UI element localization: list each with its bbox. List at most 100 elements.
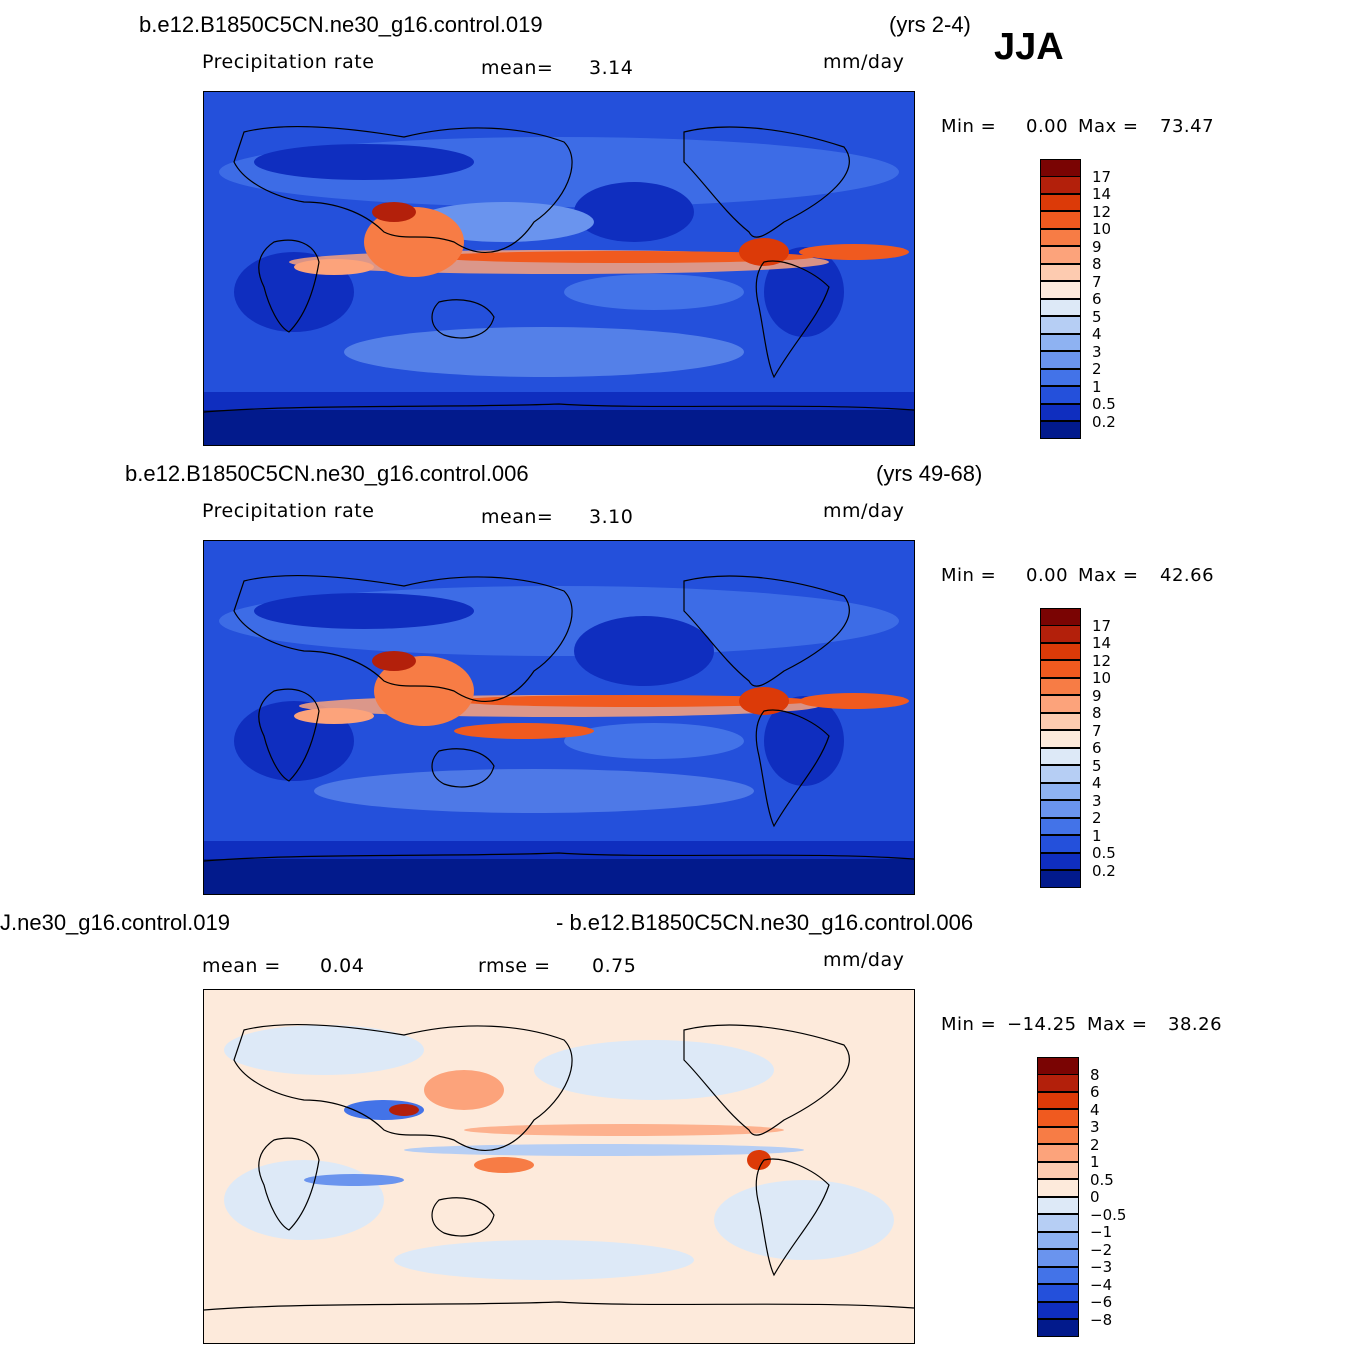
colorbar-box <box>1037 1179 1079 1197</box>
colorbar-label: 2 <box>1090 1135 1100 1154</box>
colorbar-box <box>1040 228 1081 246</box>
panel1-max-label: Max = <box>1078 116 1139 137</box>
colorbar-box <box>1037 1284 1079 1302</box>
colorbar-label: 9 <box>1092 237 1102 256</box>
panel1-min-label: Min = <box>941 116 997 137</box>
colorbar-label: 3 <box>1090 1118 1100 1136</box>
panel1-case-title: b.e12.B1850C5CN.ne30_g16.control.019 <box>139 12 543 37</box>
colorbar-label: 5 <box>1092 756 1102 775</box>
colorbar-label: 14 <box>1092 185 1112 203</box>
panel3-max-value: 38.26 <box>1168 1014 1223 1035</box>
colorbar-label: 6 <box>1092 739 1102 757</box>
panel3-rmse-label: rmse = <box>478 955 551 977</box>
colorbar-box <box>1040 625 1081 643</box>
panel3-map <box>203 989 915 1344</box>
colorbar-box <box>1040 176 1081 194</box>
colorbar-label: 9 <box>1092 686 1102 705</box>
colorbar-label: 2 <box>1092 809 1102 827</box>
colorbar-box <box>1040 800 1081 818</box>
colorbar-label: 0.2 <box>1092 412 1116 431</box>
colorbar-box <box>1037 1319 1079 1337</box>
colorbar-label: −4 <box>1090 1275 1113 1294</box>
colorbar-box <box>1037 1057 1079 1075</box>
colorbar-label: 8 <box>1090 1065 1100 1084</box>
panel1-units: mm/day <box>823 51 905 73</box>
colorbar-label: 17 <box>1092 616 1112 635</box>
panel1-colorbar <box>1040 159 1081 439</box>
panel3-case-left: J.ne30_g16.control.019 <box>0 910 230 935</box>
colorbar-box <box>1040 333 1081 351</box>
colorbar-label: −8 <box>1090 1310 1113 1329</box>
colorbar-label: 12 <box>1092 202 1112 221</box>
colorbar-label: 8 <box>1092 255 1102 273</box>
panel1-min-value: 0.00 <box>1026 116 1069 137</box>
colorbar-box <box>1040 421 1081 439</box>
panel2-case-title: b.e12.B1850C5CN.ne30_g16.control.006 <box>125 461 529 486</box>
colorbar-label: −1 <box>1090 1223 1113 1241</box>
panel2-max-label: Max = <box>1078 565 1139 586</box>
colorbar-label: 8 <box>1092 704 1102 722</box>
colorbar-label: 0 <box>1090 1188 1100 1206</box>
colorbar-box <box>1037 1249 1079 1267</box>
colorbar-label: 1 <box>1092 826 1102 845</box>
colorbar-box <box>1040 386 1081 404</box>
panel1-variable: Precipitation rate <box>202 51 375 73</box>
panel3-max-label: Max = <box>1087 1014 1148 1035</box>
panel3-min-label: Min = <box>941 1014 997 1035</box>
panel2-map <box>203 540 915 895</box>
panel2-mean-value: 3.10 <box>589 506 634 528</box>
colorbar-box <box>1040 747 1081 765</box>
panel2-years: (yrs 49-68) <box>876 461 983 486</box>
season-label: JJA <box>994 26 1064 68</box>
colorbar-box <box>1037 1074 1079 1092</box>
colorbar-box <box>1040 765 1081 783</box>
colorbar-label: 10 <box>1092 669 1112 687</box>
panel3-mean-value: 0.04 <box>320 955 365 977</box>
panel2-colorbar <box>1040 608 1081 888</box>
colorbar-box <box>1040 712 1081 730</box>
colorbar-box <box>1040 368 1081 386</box>
panel3-min-value: −14.25 <box>1007 1014 1077 1035</box>
colorbar-label: 7 <box>1092 272 1102 291</box>
panel1-max-value: 73.47 <box>1160 116 1215 137</box>
colorbar-label: 1 <box>1090 1153 1100 1171</box>
colorbar-box <box>1040 817 1081 835</box>
panel1-map <box>203 91 915 446</box>
colorbar-box <box>1040 298 1081 316</box>
colorbar-label: 4 <box>1092 774 1102 792</box>
colorbar-label: 0.5 <box>1092 395 1116 413</box>
colorbar-label: 3 <box>1092 342 1102 361</box>
colorbar-box <box>1040 159 1081 177</box>
colorbar-label: 14 <box>1092 634 1112 652</box>
colorbar-label: 1 <box>1092 377 1102 396</box>
colorbar-label: 7 <box>1092 721 1102 740</box>
colorbar-label: 0.5 <box>1090 1170 1114 1189</box>
panel1-years: (yrs 2-4) <box>889 12 971 37</box>
colorbar-label: 0.2 <box>1092 861 1116 880</box>
colorbar-box <box>1037 1196 1079 1214</box>
colorbar-box <box>1040 608 1081 626</box>
colorbar-box <box>1040 870 1081 888</box>
colorbar-box <box>1040 730 1081 748</box>
colorbar-label: 10 <box>1092 220 1112 238</box>
colorbar-box <box>1040 782 1081 800</box>
panel3-map-svg <box>204 990 914 1343</box>
colorbar-box <box>1037 1231 1079 1249</box>
colorbar-box <box>1040 642 1081 660</box>
colorbar-label: 0.5 <box>1092 844 1116 862</box>
colorbar-box <box>1040 246 1081 264</box>
panel1-mean-label: mean= <box>481 57 554 79</box>
colorbar-label: 3 <box>1092 791 1102 810</box>
colorbar-box <box>1037 1161 1079 1179</box>
panel2-mean-label: mean= <box>481 506 554 528</box>
panel3-case-right: - b.e12.B1850C5CN.ne30_g16.control.006 <box>556 910 974 935</box>
colorbar-box <box>1040 852 1081 870</box>
panel1-map-svg <box>204 92 914 445</box>
panel2-variable: Precipitation rate <box>202 500 375 522</box>
colorbar-box <box>1040 316 1081 334</box>
panel1-mean-value: 3.14 <box>589 57 634 79</box>
colorbar-box <box>1040 403 1081 421</box>
colorbar-label: 2 <box>1092 360 1102 378</box>
colorbar-label: 4 <box>1090 1100 1100 1119</box>
panel3-colorbar <box>1037 1057 1079 1337</box>
